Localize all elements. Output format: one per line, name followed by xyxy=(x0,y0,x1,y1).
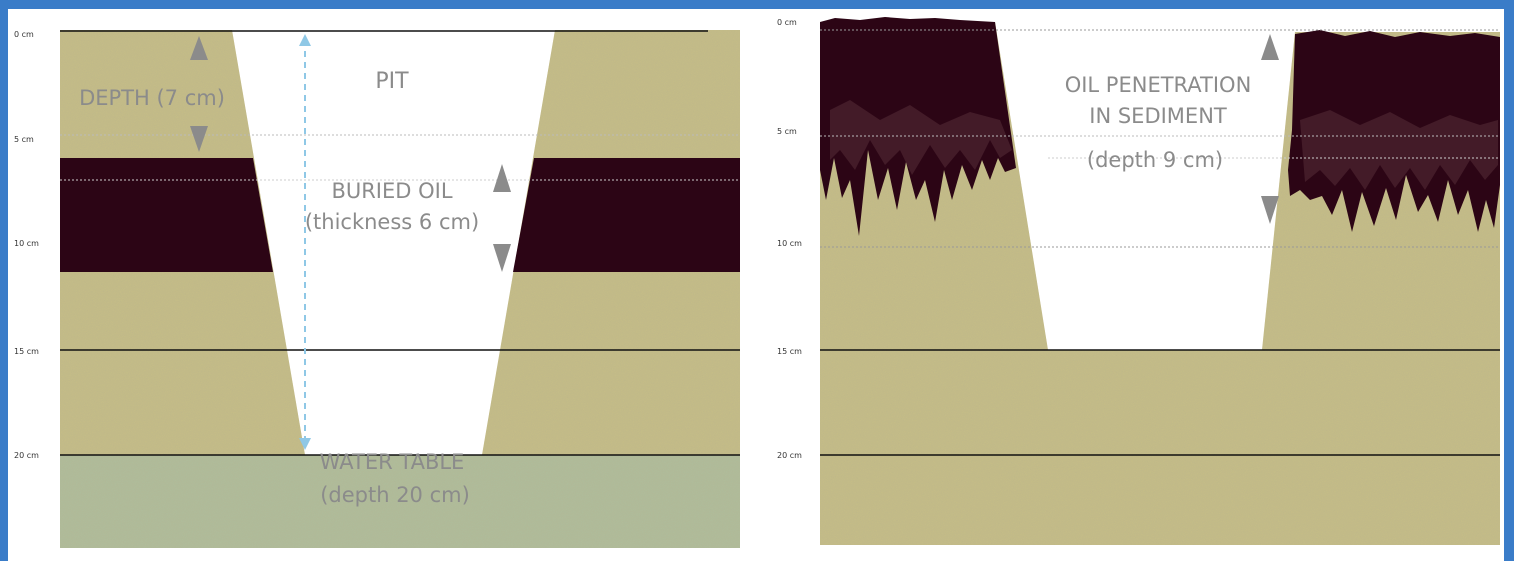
penetration-depth-label: (depth 9 cm) xyxy=(1087,148,1223,172)
buried-oil-right xyxy=(513,158,740,272)
buried-oil-thickness-label: (thickness 6 cm) xyxy=(305,210,479,234)
right-tick-5: 5 cm xyxy=(777,127,797,136)
left-tick-5: 5 cm xyxy=(14,135,34,144)
right-sand-bottom xyxy=(820,350,1500,545)
left-tick-20: 20 cm xyxy=(14,451,39,460)
right-tick-15: 15 cm xyxy=(777,347,802,356)
left-tick-0: 0 cm xyxy=(14,30,34,39)
buried-oil-left xyxy=(60,158,273,272)
left-tick-15: 15 cm xyxy=(14,347,39,356)
right-panel: 0 cm 5 cm 10 cm 15 cm 20 cm OIL PENETRAT… xyxy=(777,17,1500,545)
oil-penetration-right-shade xyxy=(1300,110,1498,190)
left-panel: 0 cm 5 cm 10 cm 15 cm 20 cm PIT DEPTH (7… xyxy=(14,30,740,548)
in-sediment-label: IN SEDIMENT xyxy=(1089,104,1227,128)
water-table-depth-label: (depth 20 cm) xyxy=(320,483,470,507)
depth-label: DEPTH (7 cm) xyxy=(79,86,225,110)
penetration-arrow-down-icon xyxy=(1261,196,1279,224)
water-table-label: WATER TABLE xyxy=(320,450,465,474)
right-tick-10: 10 cm xyxy=(777,239,802,248)
water-table-layer xyxy=(60,455,740,548)
oil-penetration-label: OIL PENETRATION xyxy=(1065,73,1252,97)
top-frame-bar xyxy=(0,0,1514,9)
left-frame-bar xyxy=(0,0,8,561)
oil-arrow-down-icon xyxy=(493,244,511,272)
left-tick-10: 10 cm xyxy=(14,239,39,248)
depth-arrow-up-icon xyxy=(190,36,208,60)
buried-oil-label: BURIED OIL xyxy=(331,179,452,203)
right-frame-bar xyxy=(1504,0,1514,561)
right-tick-0: 0 cm xyxy=(777,18,797,27)
right-tick-20: 20 cm xyxy=(777,451,802,460)
oil-arrow-up-icon xyxy=(493,164,511,192)
depth-arrow-down-icon xyxy=(190,126,208,152)
pit-label: PIT xyxy=(375,69,409,94)
penetration-arrow-up-icon xyxy=(1261,34,1279,60)
oil-penetration-left-shade xyxy=(830,100,1012,175)
